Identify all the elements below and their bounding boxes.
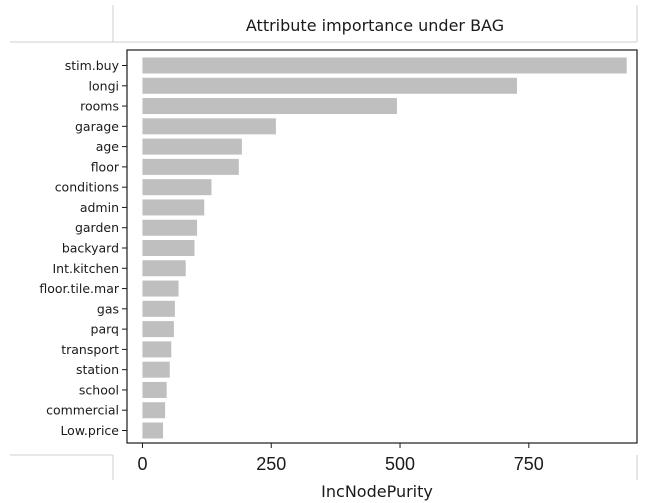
bar-garden xyxy=(142,219,198,236)
y-tick-labels: stim.buy longi rooms garage age floor conditio… xyxy=(39,58,127,438)
y-tick-label: garage xyxy=(75,119,119,134)
y-tick-label: floor xyxy=(91,159,120,174)
bar-transport xyxy=(142,341,172,358)
bar-low-price xyxy=(142,422,164,439)
bar-age xyxy=(142,138,242,155)
x-tick-label: 500 xyxy=(385,454,415,474)
y-tick-label: transport xyxy=(61,342,119,357)
bar-stim-buy xyxy=(142,57,627,74)
y-tick-label: station xyxy=(76,362,119,377)
bar-longi xyxy=(142,77,517,94)
bar-station xyxy=(142,361,170,378)
bar-conditions xyxy=(142,179,212,196)
y-tick-label: commercial xyxy=(46,403,119,418)
bar-commercial xyxy=(142,402,166,419)
bar-backyard xyxy=(142,240,195,256)
bar-school xyxy=(142,381,167,398)
y-tick-label: Int.kitchen xyxy=(52,261,119,276)
y-tick-label: garden xyxy=(75,220,119,235)
y-tick-label: floor.tile.mar xyxy=(39,281,119,296)
bar-garage xyxy=(142,118,276,135)
y-tick-label: stim.buy xyxy=(65,58,120,73)
bar-floor-tile-mar xyxy=(142,280,179,297)
bar-admin xyxy=(142,199,205,216)
x-tick-label: 0 xyxy=(137,454,147,474)
plot-frame xyxy=(126,49,638,444)
y-tick-label: age xyxy=(96,139,120,154)
y-tick-label: conditions xyxy=(55,180,119,195)
bar-parq xyxy=(142,321,174,338)
y-tick-label: longi xyxy=(89,78,119,93)
y-tick-label: backyard xyxy=(62,241,119,256)
x-tick-label: 250 xyxy=(256,454,286,474)
y-tick-label: admin xyxy=(80,200,119,215)
x-axis: 0 250 500 750 xyxy=(137,443,544,474)
y-tick-label: school xyxy=(79,382,119,397)
y-tick-label: gas xyxy=(97,301,119,316)
bar-rooms xyxy=(142,98,397,115)
bar-gas xyxy=(142,300,175,317)
x-axis-title: IncNodePurity xyxy=(321,482,433,501)
bars-group xyxy=(142,57,627,439)
bar-int-kitchen xyxy=(142,260,186,277)
y-tick-label: Low.price xyxy=(60,423,119,438)
bar-floor xyxy=(142,158,239,175)
chart-title: Attribute importance under BAG xyxy=(246,16,504,35)
y-tick-label: parq xyxy=(91,322,119,337)
y-tick-label: rooms xyxy=(80,99,119,114)
x-tick-label: 750 xyxy=(514,454,544,474)
